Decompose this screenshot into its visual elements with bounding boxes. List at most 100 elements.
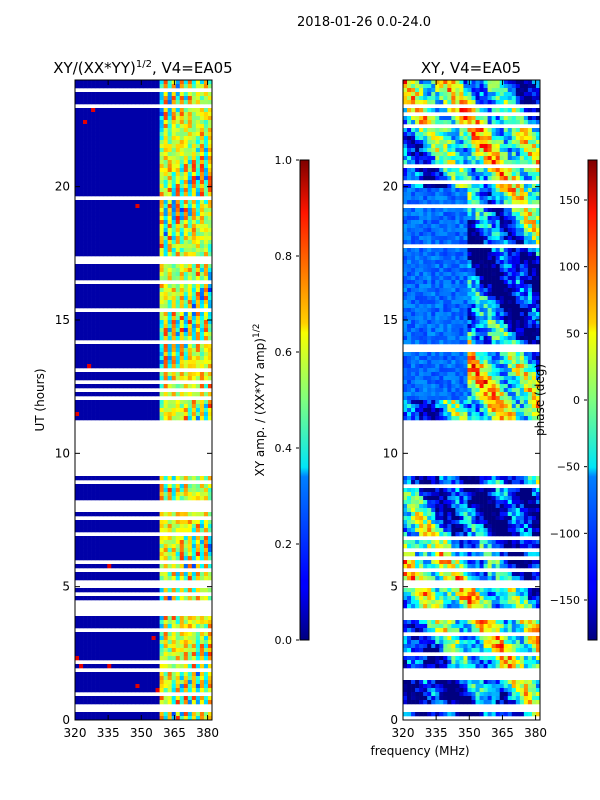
heatmap-cell [103, 228, 108, 233]
heatmap-cell [103, 108, 108, 113]
heatmap-cell [175, 548, 181, 553]
heatmap-cell [111, 688, 116, 693]
heatmap-cell [111, 228, 116, 233]
heatmap-cell [459, 100, 464, 105]
heatmap-cell [139, 392, 144, 397]
heatmap-cell [95, 548, 100, 553]
heatmap-cell [135, 536, 140, 541]
heatmap-cell [151, 252, 156, 257]
heatmap-cell [415, 172, 420, 177]
heatmap-cell [207, 232, 212, 237]
heatmap-cell [423, 96, 428, 101]
heatmap-cell [191, 544, 197, 549]
heatmap-cell [83, 132, 88, 137]
heatmap-cell [179, 232, 185, 237]
heatmap-cell [163, 688, 168, 693]
heatmap-cell [131, 244, 136, 249]
heatmap-cell [159, 524, 164, 529]
heatmap-cell [123, 408, 128, 413]
heatmap-cell [171, 136, 177, 141]
heatmap-cell [419, 140, 424, 145]
heatmap-cell [143, 148, 148, 153]
heatmap-cell [435, 168, 440, 173]
heatmap-cell [459, 88, 464, 93]
heatmap-cell [471, 128, 476, 133]
heatmap-cell [91, 356, 96, 361]
heatmap-cell [503, 196, 509, 201]
heatmap-cell [135, 616, 140, 621]
heatmap-cell [123, 400, 128, 405]
heatmap-cell [207, 356, 212, 361]
heatmap-cell [115, 176, 120, 181]
heatmap-cell [91, 204, 96, 209]
heatmap-cell [159, 512, 164, 517]
heatmap-cell [127, 108, 132, 113]
heatmap-cell [167, 112, 173, 117]
heatmap-cell [115, 596, 120, 601]
heatmap-cell [195, 332, 201, 337]
heatmap-cell [207, 644, 212, 649]
heatmap-cell [111, 712, 116, 717]
heatmap-cell [171, 176, 177, 181]
heatmap-cell [111, 716, 116, 720]
heatmap-cell [167, 96, 173, 101]
heatmap-cell [455, 196, 460, 201]
heatmap-cell [203, 224, 209, 229]
heatmap-cell [159, 664, 164, 669]
heatmap-cell [403, 92, 408, 97]
heatmap-cell [159, 632, 164, 637]
heatmap-cell [475, 200, 480, 205]
heatmap-cell [99, 652, 104, 657]
heatmap-cell [75, 164, 80, 169]
heatmap-cell [115, 684, 120, 689]
heatmap-cell [123, 92, 128, 97]
heatmap-cell [91, 696, 96, 701]
heatmap-cell [163, 664, 168, 669]
heatmap-cell [75, 332, 80, 337]
heatmap-cell [151, 680, 156, 685]
heatmap-cell [155, 132, 160, 137]
heatmap-cell [523, 212, 529, 217]
heatmap-cell [415, 108, 420, 113]
heatmap-cell [207, 412, 212, 417]
heatmap-cell [127, 688, 132, 693]
heatmap-cell [107, 548, 112, 553]
heatmap-cell [95, 408, 100, 413]
heatmap-cell [143, 136, 148, 141]
heatmap-cell [455, 156, 460, 161]
heatmap-cell [111, 136, 116, 141]
heatmap-cell [443, 220, 448, 225]
heatmap-cell [171, 404, 177, 409]
heatmap-cell [83, 684, 88, 689]
heatmap-cell [147, 216, 152, 221]
heatmap-cell [167, 512, 173, 517]
heatmap-cell [171, 596, 177, 601]
heatmap-cell [111, 300, 116, 305]
heatmap-cell [87, 108, 92, 113]
heatmap-cell [443, 140, 448, 145]
heatmap-cell [135, 284, 140, 289]
heatmap-cell [499, 184, 505, 189]
heatmap-cell [163, 524, 168, 529]
heatmap-cell [511, 96, 517, 101]
y-axis-label: UT (hours) [33, 368, 47, 431]
heatmap-cell [171, 128, 177, 133]
heatmap-cell [491, 176, 496, 181]
heatmap-cell [435, 196, 440, 201]
heatmap-cell [511, 176, 517, 181]
heatmap-cell [87, 528, 92, 533]
heatmap-cell [155, 716, 160, 720]
heatmap-cell [167, 588, 173, 593]
heatmap-cell [403, 80, 408, 85]
heatmap-cell [175, 588, 181, 593]
heatmap-cell [175, 180, 181, 185]
y-tick-label: 0 [62, 713, 70, 727]
heatmap-cell [87, 712, 92, 717]
heatmap-cell [507, 100, 513, 105]
heatmap-cell [99, 100, 104, 105]
heatmap-cell [123, 232, 128, 237]
heatmap-cell [107, 108, 112, 113]
heatmap-cell [139, 412, 144, 417]
heatmap-cell [103, 152, 108, 157]
heatmap-cell [75, 92, 80, 97]
